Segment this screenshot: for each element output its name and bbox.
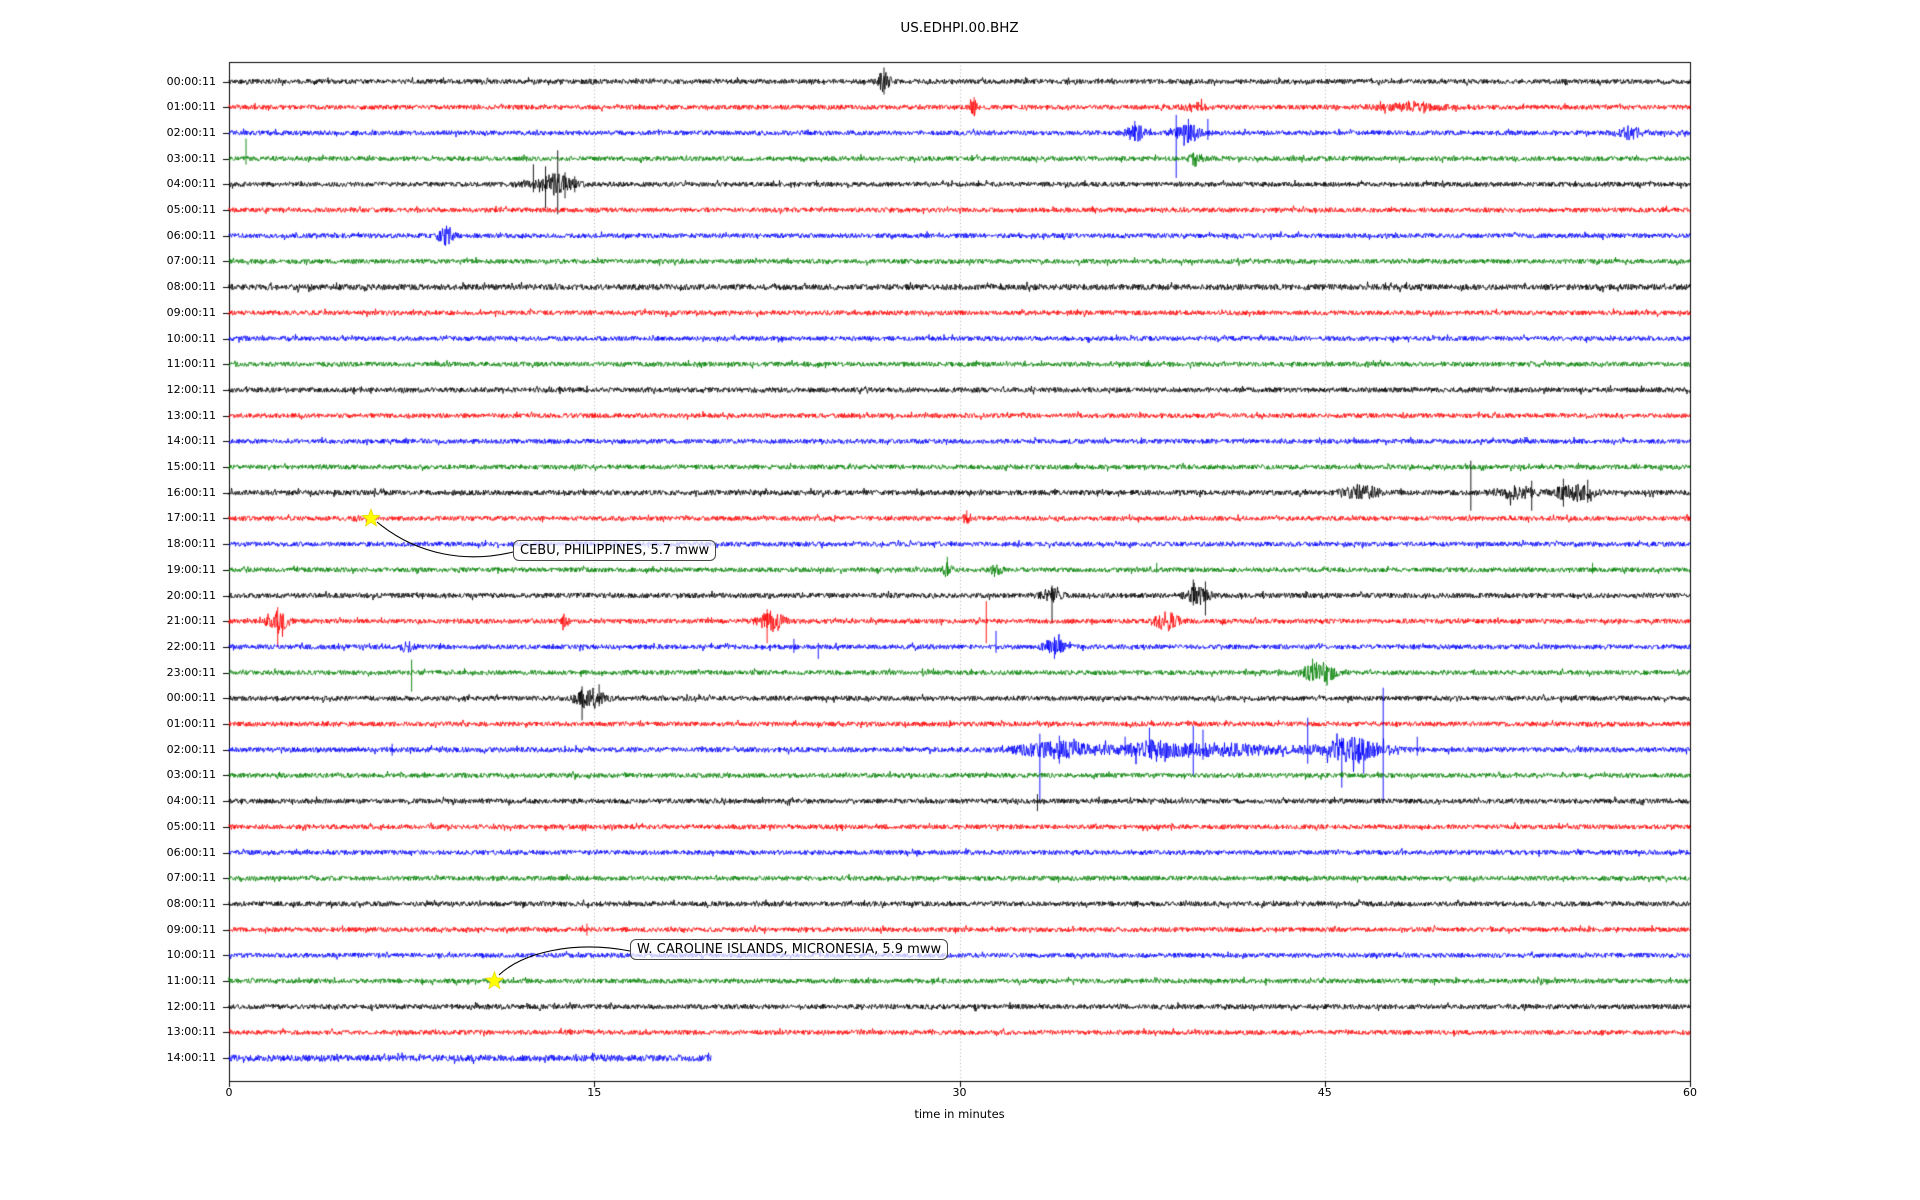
x-axis-label: time in minutes [914,1107,1005,1121]
plot-title: US.EDHPI.00.BHZ [900,20,1019,36]
trace-time-label: 03:00:11 [166,768,216,782]
trace-time-label: 12:00:11 [166,382,216,396]
trace-time-label: 02:00:11 [166,742,216,756]
trace-time-label: 01:00:11 [166,717,216,730]
trace-time-label: 07:00:11 [166,254,216,268]
trace-time-label: 20:00:11 [166,588,216,602]
trace-time-label: 03:00:11 [166,151,216,165]
trace-time-label: 00:00:11 [166,691,216,705]
x-tick-label: 0 [225,1086,233,1099]
trace-time-label: 09:00:11 [166,305,216,319]
trace-time-label: 15:00:11 [166,460,216,473]
trace-time-label: 17:00:11 [166,511,216,525]
trace-time-label: 23:00:11 [166,665,216,679]
trace-time-label: 08:00:11 [166,896,216,910]
trace-time-label: 11:00:11 [166,357,216,371]
trace-time-label: 00:00:11 [166,74,216,88]
trace-time-label: 07:00:11 [166,871,216,885]
trace-time-label: 22:00:11 [166,639,216,653]
trace-time-label: 02:00:11 [166,125,216,139]
x-tick-label: 15 [587,1086,602,1099]
trace-time-label: 04:00:11 [166,794,216,808]
trace-time-label: 06:00:11 [166,228,216,242]
trace-time-label: 14:00:11 [166,434,216,448]
trace-time-label: 18:00:11 [166,537,216,551]
trace-time-label: 11:00:11 [166,974,216,987]
trace-time-label: 09:00:11 [166,922,216,936]
trace-time-label: 08:00:11 [166,280,216,294]
trace-time-label: 19:00:11 [166,562,216,576]
annotation-text: W. CAROLINE ISLANDS, MICRONESIA, 5.9 mww [637,942,942,957]
annotation-box-caroline: W. CAROLINE ISLANDS, MICRONESIA, 5.9 mww [630,939,949,960]
trace-time-label: 16:00:11 [166,485,216,499]
trace-time-label: 05:00:11 [166,819,216,833]
trace-time-label: 10:00:11 [166,948,216,962]
annotation-box-cebu: CEBU, PHILIPPINES, 5.7 mww [513,540,717,561]
x-tick-label: 60 [1683,1086,1697,1099]
x-tick-label: 45 [1317,1086,1332,1099]
trace-time-label: 04:00:11 [166,177,216,191]
trace-time-label: 06:00:11 [166,845,216,859]
trace-time-label: 13:00:11 [166,408,216,422]
x-tick-label: 30 [952,1086,967,1099]
trace-time-label: 13:00:11 [166,1025,216,1039]
trace-time-label: 14:00:11 [166,1051,216,1065]
trace-time-label: 21:00:11 [166,614,216,628]
trace-time-label: 05:00:11 [166,203,216,216]
annotation-text: CEBU, PHILIPPINES, 5.7 mww [520,543,710,558]
trace-time-label: 01:00:11 [166,100,216,114]
trace-time-label: 10:00:11 [166,331,216,345]
trace-time-label: 12:00:11 [166,999,216,1013]
